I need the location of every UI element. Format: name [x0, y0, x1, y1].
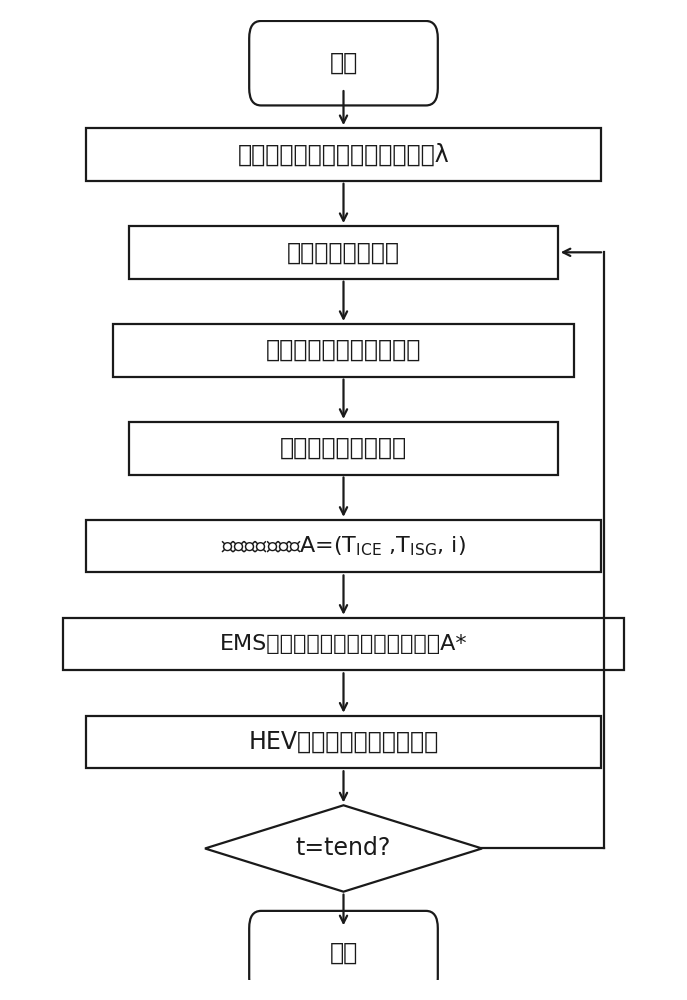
- Text: t=tend?: t=tend?: [296, 836, 391, 860]
- Text: HEV模型执行最优控制指令: HEV模型执行最优控制指令: [249, 730, 438, 754]
- Text: 随机工况需求输入: 随机工况需求输入: [287, 240, 400, 264]
- Bar: [87, 520, 600, 572]
- Text: EMS在控制变量空间内搜索最优解A*: EMS在控制变量空间内搜索最优解A*: [220, 634, 467, 654]
- Bar: [113, 324, 574, 377]
- Text: 开始: 开始: [329, 51, 358, 75]
- Text: 离散化控制变量A=($\mathregular{T_{ICE}}$ ,$\mathregular{T_{ISG}}$, i): 离散化控制变量A=($\mathregular{T_{ICE}}$ ,$\mat…: [221, 534, 466, 558]
- Text: 确定动力系统的约束: 确定动力系统的约束: [280, 436, 407, 460]
- Bar: [87, 128, 600, 181]
- Bar: [129, 422, 558, 475]
- Text: 初始化多目标优化函数权重参数λ: 初始化多目标优化函数权重参数λ: [238, 142, 449, 166]
- Bar: [129, 226, 558, 279]
- FancyBboxPatch shape: [249, 911, 438, 995]
- Bar: [63, 618, 624, 670]
- Bar: [87, 716, 600, 768]
- Polygon shape: [205, 805, 482, 892]
- Text: 结束: 结束: [329, 941, 358, 965]
- FancyBboxPatch shape: [249, 21, 438, 105]
- Text: 驾驶员模型判断需求转矩: 驾驶员模型判断需求转矩: [266, 338, 421, 362]
